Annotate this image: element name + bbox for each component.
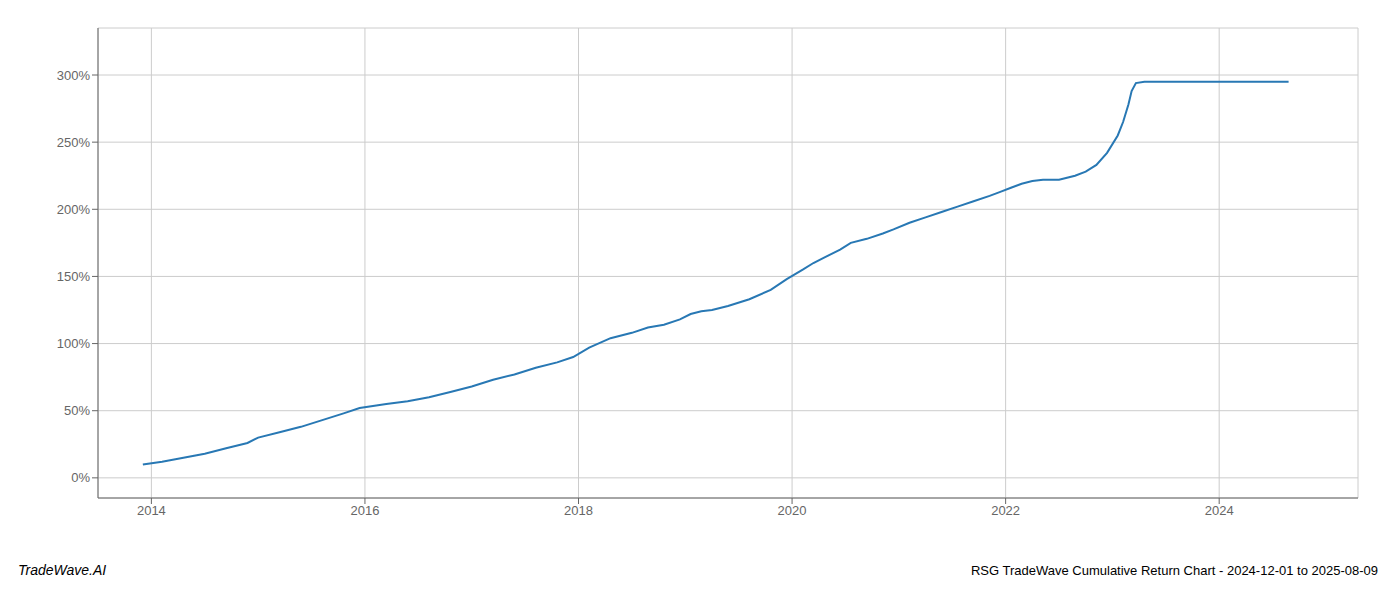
svg-text:300%: 300% bbox=[57, 68, 91, 83]
svg-text:2020: 2020 bbox=[778, 503, 807, 518]
svg-text:50%: 50% bbox=[64, 403, 90, 418]
svg-text:250%: 250% bbox=[57, 135, 91, 150]
svg-text:150%: 150% bbox=[57, 269, 91, 284]
html-text:TradeWave.AI: TradeWave.AI bbox=[18, 562, 107, 578]
svg-text:2024: 2024 bbox=[1205, 503, 1234, 518]
svg-text:200%: 200% bbox=[57, 202, 91, 217]
svg-text:2016: 2016 bbox=[350, 503, 379, 518]
svg-text:2014: 2014 bbox=[137, 503, 166, 518]
svg-text:2018: 2018 bbox=[564, 503, 593, 518]
html-text:RSG TradeWave Cumulative Retur: RSG TradeWave Cumulative Return Chart - … bbox=[970, 563, 1378, 578]
svg-text:2022: 2022 bbox=[991, 503, 1020, 518]
svg-text:100%: 100% bbox=[57, 336, 91, 351]
svg-text:0%: 0% bbox=[71, 470, 90, 485]
